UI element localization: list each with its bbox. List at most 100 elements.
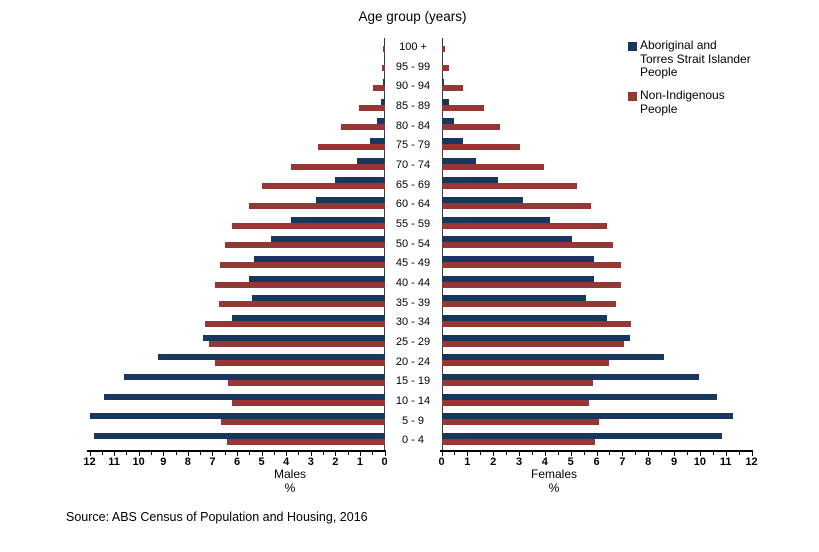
male-indigenous-bar [249,275,385,282]
female-indigenous-bar [441,314,607,321]
x-axis-tick-label: 7 [209,456,216,468]
x-axis-tick [712,452,714,455]
pyramid-row: 90 - 94 [90,77,752,97]
pyramid-row: 75 - 79 [90,136,752,156]
age-group-label: 70 - 74 [395,159,431,171]
legend-item-indigenous: Aboriginal and Torres Strait Islander Pe… [628,38,752,80]
females-bars-cell [441,254,752,274]
source-note: Source: ABS Census of Population and Hou… [66,510,368,524]
male-non-indigenous-bar [218,301,385,308]
male-indigenous-bar [383,59,385,66]
x-axis-tick [467,452,469,456]
x-axis-tick [187,452,189,456]
x-axis-tick [738,452,740,455]
male-non-indigenous-bar [224,242,385,249]
x-axis-tick-label: 5 [567,456,574,468]
male-non-indigenous-bar [228,379,385,386]
females-bars-cell [441,353,752,373]
x-axis-tick-label: 1 [356,456,363,468]
females-bars-cell [441,274,752,294]
female-non-indigenous-bar [441,163,544,170]
pyramid-row: 60 - 64 [90,195,752,215]
females-axis-title: Females [530,467,577,481]
male-indigenous-bar [335,177,385,184]
males-bars-cell [90,392,385,412]
males-bars-cell [90,58,385,78]
age-group-label: 20 - 24 [395,355,431,368]
female-indigenous-bar [441,275,594,282]
male-non-indigenous-bar [291,163,385,170]
male-indigenous-bar [377,118,385,125]
females-bars-cell [441,215,752,235]
pyramid-row: 10 - 14 [90,392,752,412]
female-non-indigenous-bar [441,104,485,111]
males-bars-cell [90,235,385,255]
females-bars-cell [441,136,752,156]
males-bars-cell [90,353,385,373]
x-axis-tick [89,452,91,456]
x-axis-tick [126,452,128,455]
x-axis-tick [622,452,624,456]
male-indigenous-bar [369,137,385,144]
age-group-label: 60 - 64 [395,198,431,211]
x-axis-tick [544,452,546,456]
indigenous-swatch-icon [628,42,637,51]
male-non-indigenous-bar [221,419,385,426]
pyramid-row: 0 - 4 [90,431,752,451]
males-bars-cell [90,195,385,215]
x-axis-tick-label: 3 [515,456,523,468]
female-non-indigenous-bar [441,438,596,445]
females-bars-cell [441,333,752,353]
male-non-indigenous-bar [341,124,385,131]
males-bars-cell [90,294,385,314]
age-group-label: 10 - 14 [395,395,431,407]
pyramid-row: 95 - 99 [90,58,752,78]
x-axis-tick-label: 10 [132,456,145,468]
female-indigenous-bar [441,413,734,420]
male-indigenous-bar [315,196,385,203]
x-axis-tick [493,452,495,456]
legend-label: Aboriginal and Torres Strait Islander Pe… [640,38,751,79]
female-indigenous-bar [441,118,455,125]
pyramid-rows: 100 + 95 - 99 90 - 94 85 - 89 80 - 84 75 - 79… [89,38,752,451]
female-non-indigenous-bar [441,261,622,268]
x-axis-tick-label: 8 [184,456,191,468]
female-indigenous-bar [441,354,664,361]
x-axis-tick [335,452,337,456]
x-axis-tick [454,452,456,455]
pyramid-row: 35 - 39 [90,294,752,314]
male-indigenous-bar [291,216,385,223]
x-axis-tick [519,452,520,456]
x-axis-tick [372,452,374,455]
pyramid-row: 70 - 74 [90,156,752,176]
female-indigenous-bar [441,39,444,46]
female-indigenous-bar [441,216,550,223]
females-bars-cell [441,58,752,78]
male-indigenous-bar [383,39,385,46]
male-indigenous-bar [104,393,385,400]
males-bars-cell [90,372,385,392]
x-axis-tick [347,452,349,455]
age-group-label: 40 - 44 [395,277,431,289]
females-bars-cell [441,176,752,196]
x-axis-tick [200,452,202,455]
pyramid-row: 100 + [90,38,752,58]
male-indigenous-bar [357,157,385,164]
age-group-label: 65 - 69 [395,178,431,191]
x-axis-tick-label: 12 [83,456,96,468]
x-axis-tick [557,452,559,455]
x-axis-tick [249,452,251,455]
x-axis-tick-label: 3 [307,456,314,468]
x-axis-tick [583,452,585,455]
females-bars-cell [441,156,752,176]
male-indigenous-bar [202,334,385,341]
age-group-label: 90 - 94 [395,80,431,93]
males-bars-cell [90,117,385,137]
male-non-indigenous-bar [373,84,385,91]
female-non-indigenous-bar [441,183,578,190]
x-axis-tick-label: 11 [108,456,120,468]
female-indigenous-bar [441,393,717,400]
x-axis-tick [261,452,263,456]
x-axis-tick [359,452,361,456]
males-bars-cell [90,274,385,294]
